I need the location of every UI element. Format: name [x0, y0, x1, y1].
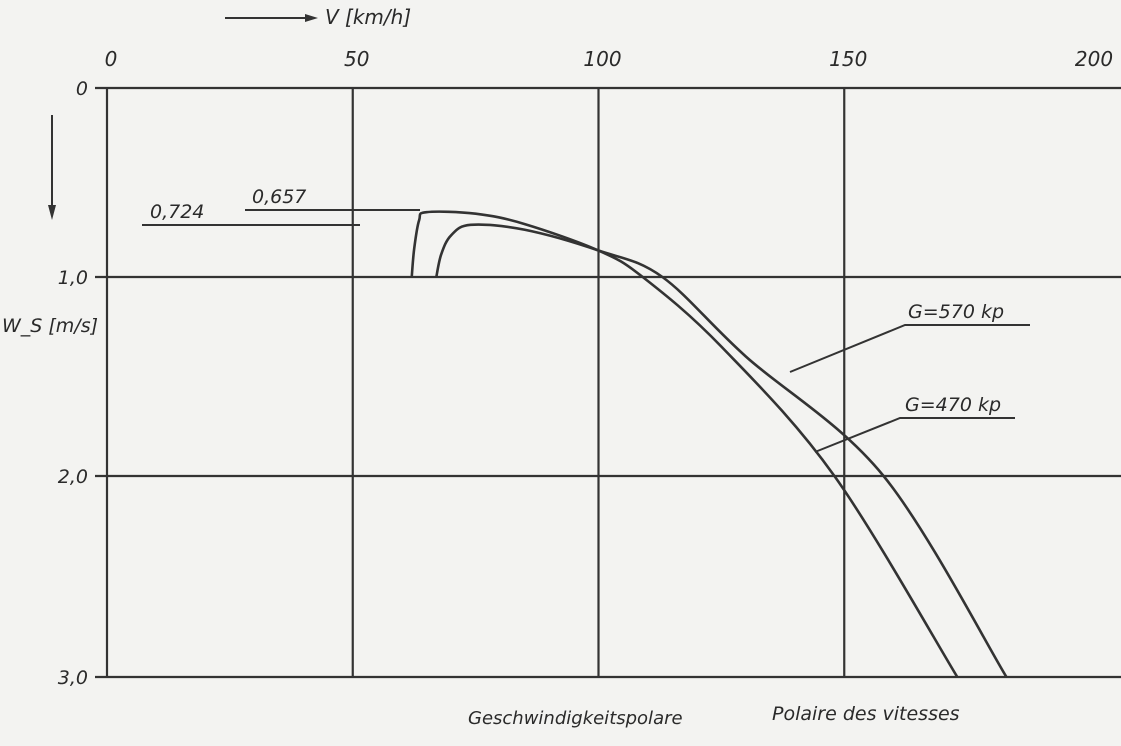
polar-curve-570-kp	[435, 223, 1008, 678]
legend-label-570: G=570 kp	[908, 301, 1004, 323]
y-tick-label: 1,0	[58, 267, 88, 289]
y-axis-label: W_S [m/s]	[2, 315, 98, 337]
tick-labels: 0 1,0 2,0 3,0 0 50 100 150 200	[58, 47, 1113, 689]
x-tick-label: 100	[583, 47, 621, 71]
x-tick-label: 200	[1075, 47, 1113, 71]
grid	[95, 86, 1121, 679]
y-axis-arrowhead	[48, 205, 56, 220]
curves	[410, 210, 1008, 678]
caption-german: Geschwindigkeitspolare	[468, 708, 683, 729]
y-tick-label: 2,0	[58, 466, 88, 488]
x-tick-label: 150	[829, 47, 867, 71]
x-axis-arrowhead	[305, 14, 318, 22]
legend-leader-470	[814, 417, 1015, 453]
caption-french: Polaire des vitesses	[772, 703, 960, 725]
x-axis-label: V [km/h]	[325, 5, 411, 29]
polar-curve-470-kp	[410, 210, 959, 678]
legend-label-470: G=470 kp	[905, 394, 1001, 416]
y-tick-label: 0	[76, 78, 88, 100]
x-tick-label: 0	[105, 47, 118, 71]
annotation-0657: 0,657	[252, 186, 306, 208]
annotation-0724: 0,724	[150, 201, 204, 223]
legend-leader-570	[789, 324, 1030, 373]
x-tick-label: 50	[344, 47, 369, 71]
y-tick-label: 3,0	[58, 667, 88, 689]
